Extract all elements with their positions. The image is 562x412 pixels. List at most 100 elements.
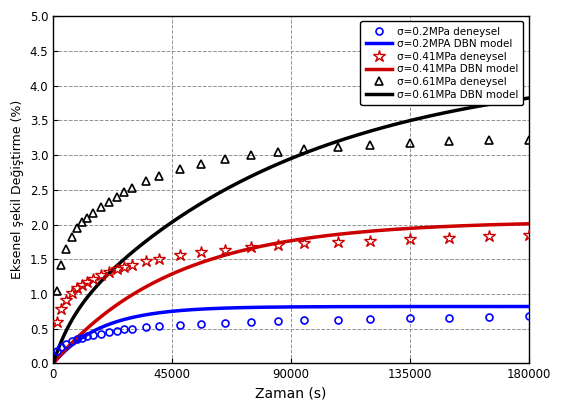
σ=0.2MPa deneysel — [54, 349, 61, 353]
Line: σ=0.61MPa DBN model: σ=0.61MPa DBN model — [53, 98, 529, 363]
σ=0.61MPa deneysel — [74, 225, 80, 230]
σ=0.41MPa deneysel — [129, 262, 136, 267]
σ=0.61MPa deneysel — [129, 185, 136, 190]
Line: σ=0.61MPa deneysel: σ=0.61MPa deneysel — [53, 136, 533, 295]
σ=0.41MPa deneysel — [74, 286, 80, 291]
σ=0.2MPa deneysel — [367, 316, 374, 321]
σ=0.61MPa DBN model — [50, 360, 57, 365]
σ=0.61MPa deneysel — [63, 246, 70, 251]
σ=0.2MPA DBN model — [281, 304, 288, 309]
σ=0.41MPa deneysel — [367, 238, 374, 243]
σ=0.41MPa DBN model — [269, 241, 275, 246]
σ=0.41MPa DBN model — [424, 225, 431, 230]
σ=0.61MPa deneysel — [121, 190, 128, 194]
Legend: σ=0.2MPa deneysel, σ=0.2MPA DBN model, σ=0.41MPa deneysel, σ=0.41MPa DBN model, : σ=0.2MPa deneysel, σ=0.2MPA DBN model, σ… — [360, 21, 523, 105]
Line: σ=0.41MPa DBN model: σ=0.41MPa DBN model — [53, 224, 529, 363]
σ=0.61MPa deneysel — [176, 166, 183, 171]
σ=0.61MPa deneysel — [58, 262, 65, 267]
σ=0.41MPa deneysel — [105, 269, 112, 274]
σ=0.61MPa deneysel — [525, 137, 532, 142]
σ=0.2MPa deneysel — [84, 334, 91, 339]
σ=0.41MPa DBN model — [281, 239, 288, 244]
σ=0.41MPa deneysel — [301, 241, 307, 246]
σ=0.2MPa deneysel — [176, 322, 183, 327]
σ=0.41MPa DBN model — [50, 360, 57, 365]
σ=0.41MPa deneysel — [446, 235, 453, 240]
σ=0.61MPa deneysel — [89, 210, 96, 215]
σ=0.61MPa DBN model — [281, 159, 288, 164]
σ=0.61MPa deneysel — [406, 140, 413, 145]
σ=0.61MPa deneysel — [221, 157, 228, 162]
σ=0.61MPa DBN model — [511, 98, 518, 103]
σ=0.2MPa deneysel — [79, 335, 85, 340]
σ=0.61MPa DBN model — [269, 164, 275, 169]
σ=0.2MPa deneysel — [142, 325, 149, 330]
σ=0.41MPa deneysel — [68, 291, 75, 296]
σ=0.61MPa deneysel — [446, 139, 453, 144]
σ=0.41MPa deneysel — [156, 256, 162, 261]
σ=0.2MPA DBN model — [525, 304, 532, 309]
σ=0.41MPa deneysel — [142, 259, 149, 264]
σ=0.41MPa deneysel — [54, 319, 61, 324]
σ=0.41MPa deneysel — [406, 236, 413, 241]
σ=0.61MPa deneysel — [156, 173, 162, 178]
σ=0.2MPA DBN model — [424, 304, 431, 309]
σ=0.41MPa deneysel — [335, 239, 342, 244]
σ=0.61MPa deneysel — [486, 138, 492, 143]
σ=0.41MPa deneysel — [525, 232, 532, 237]
σ=0.61MPa DBN model — [525, 96, 532, 101]
σ=0.41MPa deneysel — [89, 277, 96, 282]
σ=0.41MPa DBN model — [511, 222, 518, 227]
σ=0.41MPa deneysel — [198, 250, 205, 255]
σ=0.41MPa deneysel — [58, 307, 65, 312]
σ=0.61MPa deneysel — [301, 147, 307, 152]
Line: σ=0.41MPa deneysel: σ=0.41MPa deneysel — [51, 229, 535, 328]
σ=0.2MPa deneysel — [129, 326, 136, 331]
σ=0.2MPa deneysel — [63, 342, 70, 346]
σ=0.41MPa deneysel — [63, 297, 70, 302]
σ=0.61MPa deneysel — [274, 149, 281, 154]
σ=0.61MPa deneysel — [248, 152, 255, 157]
σ=0.41MPa DBN model — [74, 335, 81, 339]
σ=0.61MPa DBN model — [424, 114, 431, 119]
σ=0.2MPa deneysel — [221, 321, 228, 325]
σ=0.41MPa deneysel — [113, 267, 120, 272]
σ=0.2MPa deneysel — [274, 318, 281, 323]
σ=0.2MPA DBN model — [50, 360, 57, 365]
Line: σ=0.2MPa deneysel: σ=0.2MPa deneysel — [53, 313, 532, 354]
σ=0.2MPa deneysel — [406, 316, 413, 321]
σ=0.41MPa deneysel — [79, 283, 85, 288]
σ=0.2MPA DBN model — [269, 304, 275, 309]
σ=0.2MPa deneysel — [486, 314, 492, 319]
σ=0.2MPa deneysel — [301, 318, 307, 323]
σ=0.61MPa DBN model — [511, 98, 518, 103]
σ=0.2MPA DBN model — [511, 304, 518, 309]
Y-axis label: Eksenel şekil Değiştirme (%): Eksenel şekil Değiştirme (%) — [11, 100, 24, 279]
σ=0.41MPa deneysel — [274, 243, 281, 248]
σ=0.2MPa deneysel — [335, 317, 342, 322]
σ=0.2MPa deneysel — [89, 332, 96, 337]
σ=0.61MPa deneysel — [54, 288, 61, 293]
σ=0.2MPa deneysel — [156, 323, 162, 328]
σ=0.41MPa DBN model — [511, 222, 518, 227]
σ=0.2MPa deneysel — [105, 330, 112, 335]
σ=0.41MPa deneysel — [97, 273, 104, 278]
σ=0.61MPa deneysel — [142, 179, 149, 184]
σ=0.41MPa deneysel — [248, 245, 255, 250]
σ=0.61MPa deneysel — [335, 144, 342, 149]
σ=0.61MPa deneysel — [105, 199, 112, 204]
σ=0.41MPa deneysel — [84, 280, 91, 285]
σ=0.41MPa DBN model — [525, 221, 532, 226]
σ=0.61MPa deneysel — [68, 234, 75, 239]
σ=0.2MPA DBN model — [74, 338, 81, 343]
σ=0.2MPa deneysel — [446, 315, 453, 320]
σ=0.61MPa deneysel — [97, 205, 104, 210]
X-axis label: Zaman (s): Zaman (s) — [255, 387, 327, 401]
σ=0.2MPa deneysel — [74, 337, 80, 342]
σ=0.2MPa deneysel — [68, 339, 75, 344]
σ=0.2MPa deneysel — [198, 321, 205, 326]
σ=0.2MPa deneysel — [58, 345, 65, 350]
σ=0.41MPa deneysel — [221, 247, 228, 252]
σ=0.61MPa deneysel — [198, 162, 205, 166]
σ=0.61MPa deneysel — [79, 220, 85, 225]
